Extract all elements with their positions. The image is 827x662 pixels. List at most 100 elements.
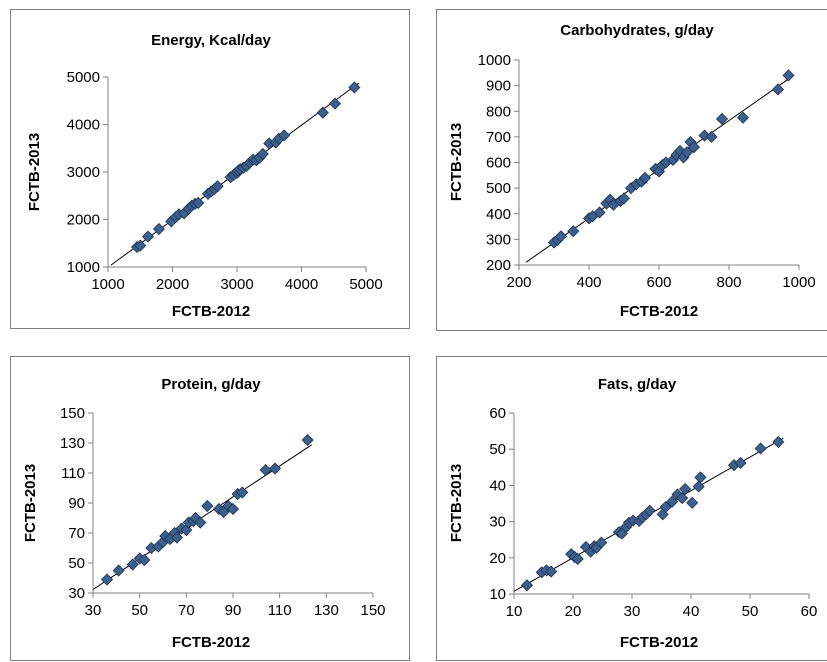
energy-data-point (192, 196, 205, 209)
protein-y-tick-label: 30 (68, 585, 85, 602)
carbohydrates-x-tick-label: 800 (716, 274, 741, 291)
protein-x-tick-label: 110 (268, 602, 292, 619)
carbohydrates-x-axis-label: FCTB-2012 (620, 303, 698, 320)
carbohydrates-y-axis-label: FCTB-2013 (448, 123, 465, 201)
protein-data-point (138, 553, 151, 567)
energy-data-point (278, 129, 291, 142)
energy-data-point (134, 239, 147, 252)
energy-data-point (152, 222, 166, 236)
protein-y-tick-label: 50 (68, 555, 85, 572)
energy-y-tick-label: 2000 (67, 212, 100, 229)
protein-data-point (112, 564, 125, 577)
energy-x-tick-label: 2000 (156, 276, 189, 293)
energy-data-point (256, 147, 269, 161)
fats-y-tick-label: 20 (489, 550, 506, 567)
carbohydrates-data-point (593, 206, 606, 219)
energy-y-axis-label: FCTB-2013 (26, 133, 43, 211)
carbohydrates-y-tick-label: 700 (486, 129, 511, 146)
protein-data-point (268, 462, 282, 475)
carbohydrates-y-tick-label: 400 (486, 206, 511, 223)
carbohydrates-y-tick-label: 300 (486, 231, 511, 248)
energy-chart: Energy, Kcal/day 1000 2000 3000 4000 5000 1000… (26, 32, 383, 320)
carbohydrates-x-tick-label: 200 (506, 274, 531, 291)
carbohydrates-x-tick-label: 1000 (782, 274, 815, 291)
energy-x-tick-label: 4000 (285, 276, 318, 293)
carbohydrates-data-point (705, 130, 718, 143)
protein-y-tick-label: 110 (61, 465, 85, 482)
carbohydrates-y-tick-label: 800 (486, 103, 511, 120)
carbohydrates-y-tick-label: 900 (486, 78, 511, 95)
energy-y-tick-label: 4000 (67, 117, 100, 134)
energy-data-point (316, 106, 329, 119)
carbohydrates-data-point (638, 171, 652, 184)
protein-y-axis-label: FCTB-2013 (22, 464, 39, 542)
energy-data-point (328, 97, 342, 110)
protein-x-tick-label: 50 (131, 602, 148, 619)
fats-data-point (676, 492, 689, 505)
protein-x-axis-label: FCTB-2012 (172, 634, 250, 651)
protein-data-point (170, 531, 184, 544)
protein-data-point (301, 433, 314, 447)
protein-data-point (236, 486, 249, 499)
energy-chart-title: Energy, Kcal/day (151, 32, 271, 49)
carbohydrates-chart: Carbohydrates, g/day 200 300 400 500 600 700 80… (448, 22, 816, 320)
protein-y-tick-label: 90 (68, 495, 85, 512)
fats-data-point (571, 552, 584, 565)
carbohydrates-data-point (567, 225, 580, 238)
fats-x-tick-label: 10 (506, 603, 523, 620)
protein-x-tick-label: 90 (225, 602, 242, 619)
energy-data-point (141, 230, 155, 243)
carbohydrates-x-tick-label: 600 (646, 274, 671, 291)
fats-data-point (692, 480, 705, 493)
protein-x-tick-label: 30 (85, 602, 102, 619)
fats-y-tick-label: 10 (489, 586, 506, 603)
fats-chart-panel: Fats, g/day 10 20 30 40 50 60 10 20 30 40 50 60 FCTB-… (436, 356, 827, 661)
fats-x-tick-label: 20 (565, 603, 582, 620)
energy-x-tick-label: 1000 (91, 276, 124, 293)
energy-x-tick-label: 3000 (220, 276, 253, 293)
carbohydrates-y-tick-label: 500 (486, 180, 511, 197)
protein-y-tick-label: 130 (60, 435, 85, 452)
carbohydrates-data-point (782, 69, 795, 82)
protein-chart-title: Protein, g/day (161, 376, 261, 393)
energy-y-tick-label: 1000 (67, 259, 100, 276)
protein-data-point (126, 558, 139, 571)
energy-y-tick-label: 3000 (67, 164, 100, 181)
fats-x-tick-label: 50 (742, 603, 759, 620)
carbohydrates-data-point (771, 83, 785, 96)
fats-y-tick-label: 40 (489, 477, 506, 494)
carbohydrates-y-tick-label: 200 (486, 257, 511, 274)
energy-chart-panel: Energy, Kcal/day 1000 2000 3000 4000 5000 1000… (10, 9, 410, 329)
energy-x-tick-label: 5000 (349, 276, 382, 293)
protein-data-point (100, 573, 114, 586)
fats-data-point (754, 442, 767, 455)
protein-x-tick-label: 70 (178, 602, 195, 619)
carbohydrates-data-point (554, 230, 568, 243)
protein-chart-panel: Protein, g/day 30 50 70 90 110 130 150 30 50 70 90 1… (10, 356, 410, 661)
fats-data-point (686, 496, 699, 509)
protein-data-point (201, 499, 214, 513)
carbohydrates-data-point (680, 146, 694, 159)
fats-y-axis-label: FCTB-2013 (448, 464, 465, 542)
carbohydrates-data-point (715, 112, 729, 126)
protein-data-point (259, 463, 272, 477)
protein-x-tick-label: 130 (314, 602, 339, 619)
fats-y-tick-label: 30 (489, 514, 506, 531)
fats-data-point (643, 504, 656, 517)
carbohydrates-chart-panel: Carbohydrates, g/day 200 300 400 500 600 700 80… (436, 9, 827, 331)
fats-y-tick-label: 50 (489, 441, 506, 458)
carbohydrates-y-tick-label: 1000 (478, 52, 511, 69)
protein-y-tick-label: 70 (68, 525, 85, 542)
carbohydrates-data-point (617, 192, 631, 205)
fats-x-axis-label: FCTB-2012 (620, 634, 698, 651)
fats-data-point (659, 501, 672, 514)
protein-x-tick-label: 150 (360, 602, 385, 619)
fats-data-point (520, 579, 534, 592)
fats-data-point (734, 456, 747, 470)
carbohydrates-data-point (736, 111, 750, 124)
protein-chart: Protein, g/day 30 50 70 90 110 130 150 30 50 70 90 1… (22, 376, 386, 651)
fats-x-tick-label: 60 (801, 603, 818, 620)
energy-x-axis-label: FCTB-2012 (172, 303, 250, 320)
carbohydrates-x-tick-label: 400 (576, 274, 601, 291)
carbohydrates-y-tick-label: 600 (486, 155, 511, 172)
